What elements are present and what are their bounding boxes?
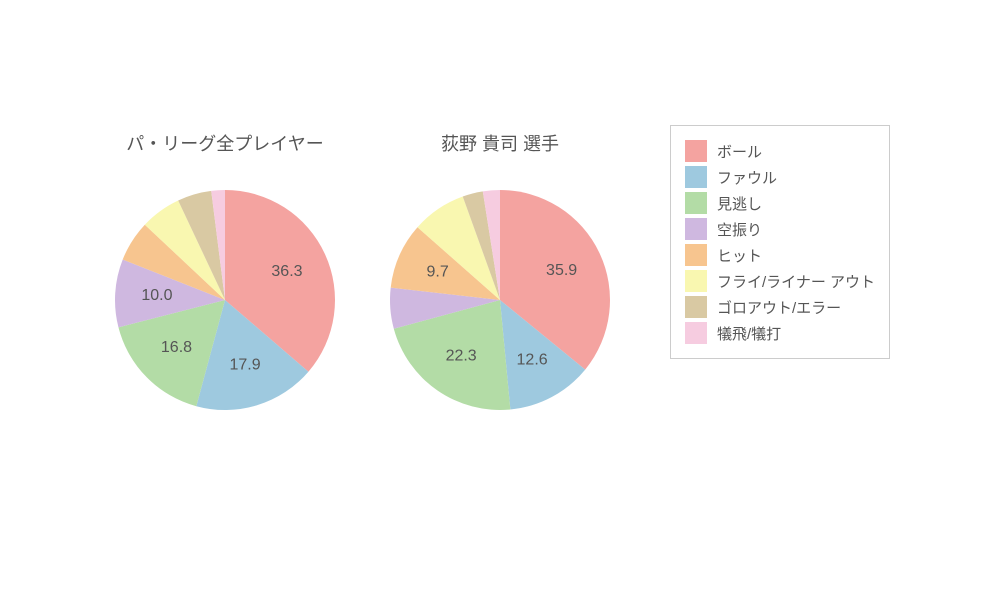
legend-swatch-7 [685, 322, 707, 344]
legend-swatch-1 [685, 166, 707, 188]
legend-swatch-3 [685, 218, 707, 240]
legend-row-5: フライ/ライナー アウト [685, 270, 875, 292]
legend-swatch-0 [685, 140, 707, 162]
legend-row-3: 空振り [685, 218, 875, 240]
legend-row-1: ファウル [685, 166, 875, 188]
legend-label-6: ゴロアウト/エラー [717, 297, 841, 318]
legend-row-0: ボール [685, 140, 875, 162]
legend-label-0: ボール [717, 141, 762, 162]
legend-label-4: ヒット [717, 245, 762, 266]
legend-label-7: 犠飛/犠打 [717, 323, 781, 344]
slice-label-1: 17.9 [229, 356, 260, 373]
legend-swatch-2 [685, 192, 707, 214]
legend-row-4: ヒット [685, 244, 875, 266]
legend-row-2: 見逃し [685, 192, 875, 214]
slice-label-2: 22.3 [446, 347, 477, 364]
pie-title-league: パ・リーグ全プレイヤー [105, 130, 345, 156]
pie-chart-player: 35.9 12.6 22.3 9.7 [370, 170, 630, 430]
pie-title-player: 荻野 貴司 選手 [380, 130, 620, 156]
legend-label-5: フライ/ライナー アウト [717, 271, 875, 292]
legend-label-3: 空振り [717, 219, 762, 240]
slice-label-0: 35.9 [546, 262, 577, 279]
legend: ボールファウル見逃し空振りヒットフライ/ライナー アウトゴロアウト/エラー犠飛/… [670, 125, 890, 359]
legend-swatch-4 [685, 244, 707, 266]
slice-label-3: 10.0 [141, 287, 172, 304]
legend-label-2: 見逃し [717, 193, 762, 214]
legend-swatch-5 [685, 270, 707, 292]
pie-chart-league: 36.3 17.9 16.8 10.0 [95, 170, 355, 430]
slice-label-4: 9.7 [427, 264, 449, 281]
chart-container: パ・リーグ全プレイヤー 36.3 17.9 16.8 10.0 荻野 貴司 選手 35… [0, 0, 1000, 600]
slice-label-1: 12.6 [517, 351, 548, 368]
legend-swatch-6 [685, 296, 707, 318]
slice-label-2: 16.8 [161, 339, 192, 356]
legend-row-7: 犠飛/犠打 [685, 322, 875, 344]
legend-row-6: ゴロアウト/エラー [685, 296, 875, 318]
legend-label-1: ファウル [717, 167, 777, 188]
slice-label-0: 36.3 [271, 263, 302, 280]
